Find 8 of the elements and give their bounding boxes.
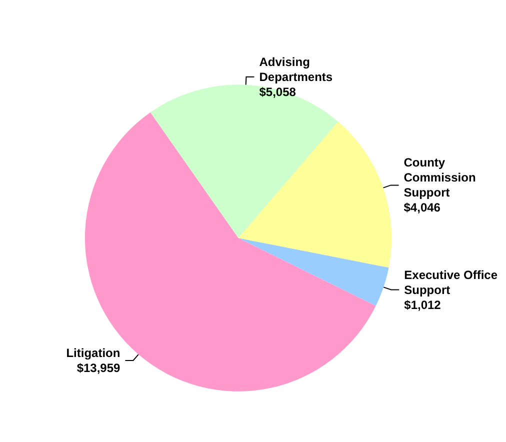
data-label: $13,959 (76, 360, 121, 375)
slice-label: Litigation (66, 346, 120, 360)
slice-label: County Commission Support (404, 156, 480, 200)
slice-label: Advising Departments (259, 54, 333, 84)
data-label: $4,046 (404, 200, 441, 215)
data-label: $1,012 (404, 298, 442, 312)
slice-label: Executive Office Support (404, 268, 501, 297)
data-label: $5,058 (259, 84, 296, 99)
